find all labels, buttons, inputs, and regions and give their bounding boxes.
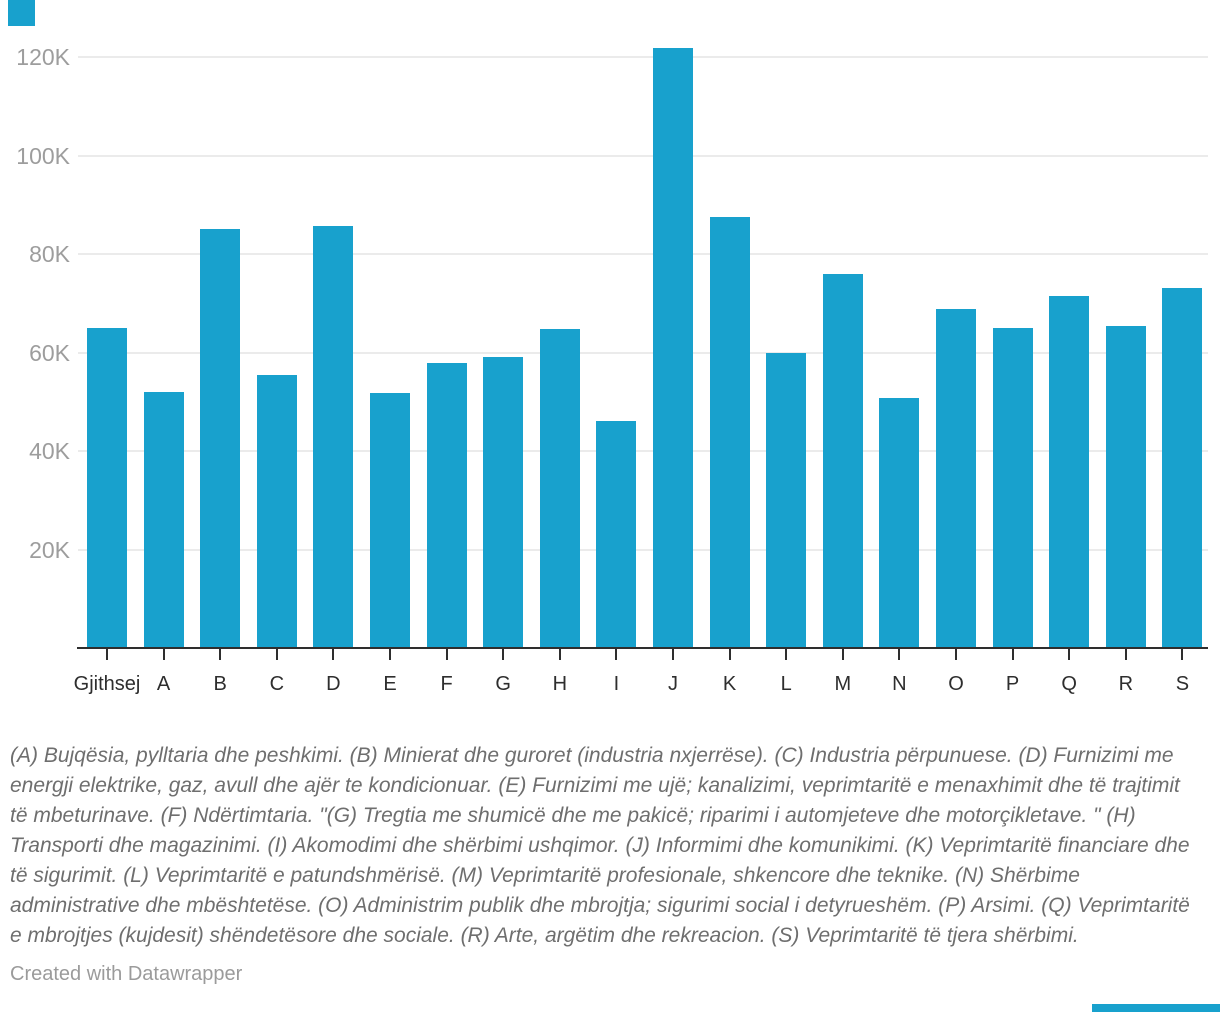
bar-o[interactable] (936, 309, 976, 648)
x-axis-tick (1181, 649, 1184, 660)
gridline (78, 154, 1208, 157)
bar-g[interactable] (483, 356, 524, 648)
x-axis-label: E (383, 673, 397, 695)
bottom-right-blue-decoration (1092, 1004, 1220, 1012)
x-axis-label: G (495, 673, 511, 695)
bar-j[interactable] (653, 48, 693, 648)
x-axis-tick (162, 649, 165, 660)
gridline (78, 548, 1208, 551)
x-axis-label: K (722, 673, 737, 695)
x-axis-label: Q (1061, 673, 1077, 695)
x-axis-label: Gjithsej (73, 673, 141, 695)
x-axis-tick (615, 649, 618, 660)
x-axis-label: D (326, 673, 341, 695)
x-axis-tick (332, 649, 335, 660)
x-axis-tick (672, 649, 674, 660)
bar-gjithsej[interactable] (87, 328, 127, 648)
bar-p[interactable] (992, 327, 1033, 648)
footnote: (A) Bujqësia, pylltaria dhe peshkimi. (B… (10, 744, 1190, 947)
x-axis-label: N (892, 673, 907, 695)
bar-c[interactable] (256, 375, 297, 648)
y-axis-tick-label: 60K (29, 339, 70, 366)
x-axis-label: A (156, 673, 171, 695)
y-axis-tick-label: 40K (29, 438, 70, 464)
bar-f[interactable] (426, 363, 467, 648)
bar-e[interactable] (370, 392, 410, 648)
y-axis-tick-label: 20K (29, 536, 70, 563)
bar-q[interactable] (1049, 295, 1090, 648)
x-axis-tick (219, 649, 222, 660)
gridline (78, 253, 1208, 255)
y-axis-tick-label: 80K (29, 241, 70, 267)
x-axis-tick (1124, 649, 1127, 660)
bar-b[interactable] (200, 228, 241, 648)
bar-m[interactable] (822, 274, 863, 648)
x-axis-label: R (1118, 673, 1134, 695)
y-axis-tick-label: 120K (16, 44, 70, 70)
x-axis-label: B (213, 673, 227, 695)
x-axis-tick (558, 649, 561, 660)
top-left-blue-decoration (8, 0, 35, 26)
x-axis-tick (841, 649, 844, 660)
x-axis-tick (275, 649, 278, 660)
x-axis-tick (445, 649, 448, 660)
datawrapper-credit-link[interactable]: Created with Datawrapper (10, 963, 243, 985)
bar-n[interactable] (879, 397, 920, 648)
x-axis-tick (898, 649, 901, 660)
x-axis-label: F (440, 673, 453, 695)
gridline (78, 351, 1208, 354)
bar-s[interactable] (1162, 287, 1203, 648)
x-axis-label: C (269, 673, 285, 695)
x-axis-tick (389, 649, 391, 660)
gridline (78, 450, 1208, 452)
y-axis-tick-label: 100K (16, 142, 70, 169)
bar-chart: 20K 40K 60K 80K 100K 120K Gjithsej A B C D E F G H I J K L… (16, 44, 1208, 695)
x-axis-label: H (552, 673, 568, 695)
x-axis-tick (1068, 649, 1071, 660)
bar-k[interactable] (709, 217, 750, 648)
bar-l[interactable] (766, 353, 807, 648)
x-axis-label: M (834, 673, 852, 695)
x-axis-tick (106, 649, 108, 660)
gridline (78, 56, 1208, 58)
x-axis-label: J (668, 673, 678, 695)
x-axis-label: P (1005, 673, 1020, 695)
x-axis-label: I (613, 673, 620, 695)
x-axis-tick (785, 649, 788, 660)
x-axis-line (77, 647, 1208, 649)
bar-h[interactable] (539, 328, 580, 648)
x-axis-tick (1011, 649, 1014, 660)
x-axis-tick (728, 649, 731, 660)
bar-d[interactable] (313, 225, 354, 648)
x-axis-tick (502, 649, 505, 660)
x-axis-label: O (948, 673, 964, 695)
bar-a[interactable] (143, 391, 184, 648)
bar-i[interactable] (596, 420, 637, 648)
x-axis-tick (955, 649, 957, 660)
x-axis-label: S (1175, 673, 1190, 695)
bar-r[interactable] (1105, 325, 1146, 648)
x-axis-label: L (780, 673, 792, 695)
